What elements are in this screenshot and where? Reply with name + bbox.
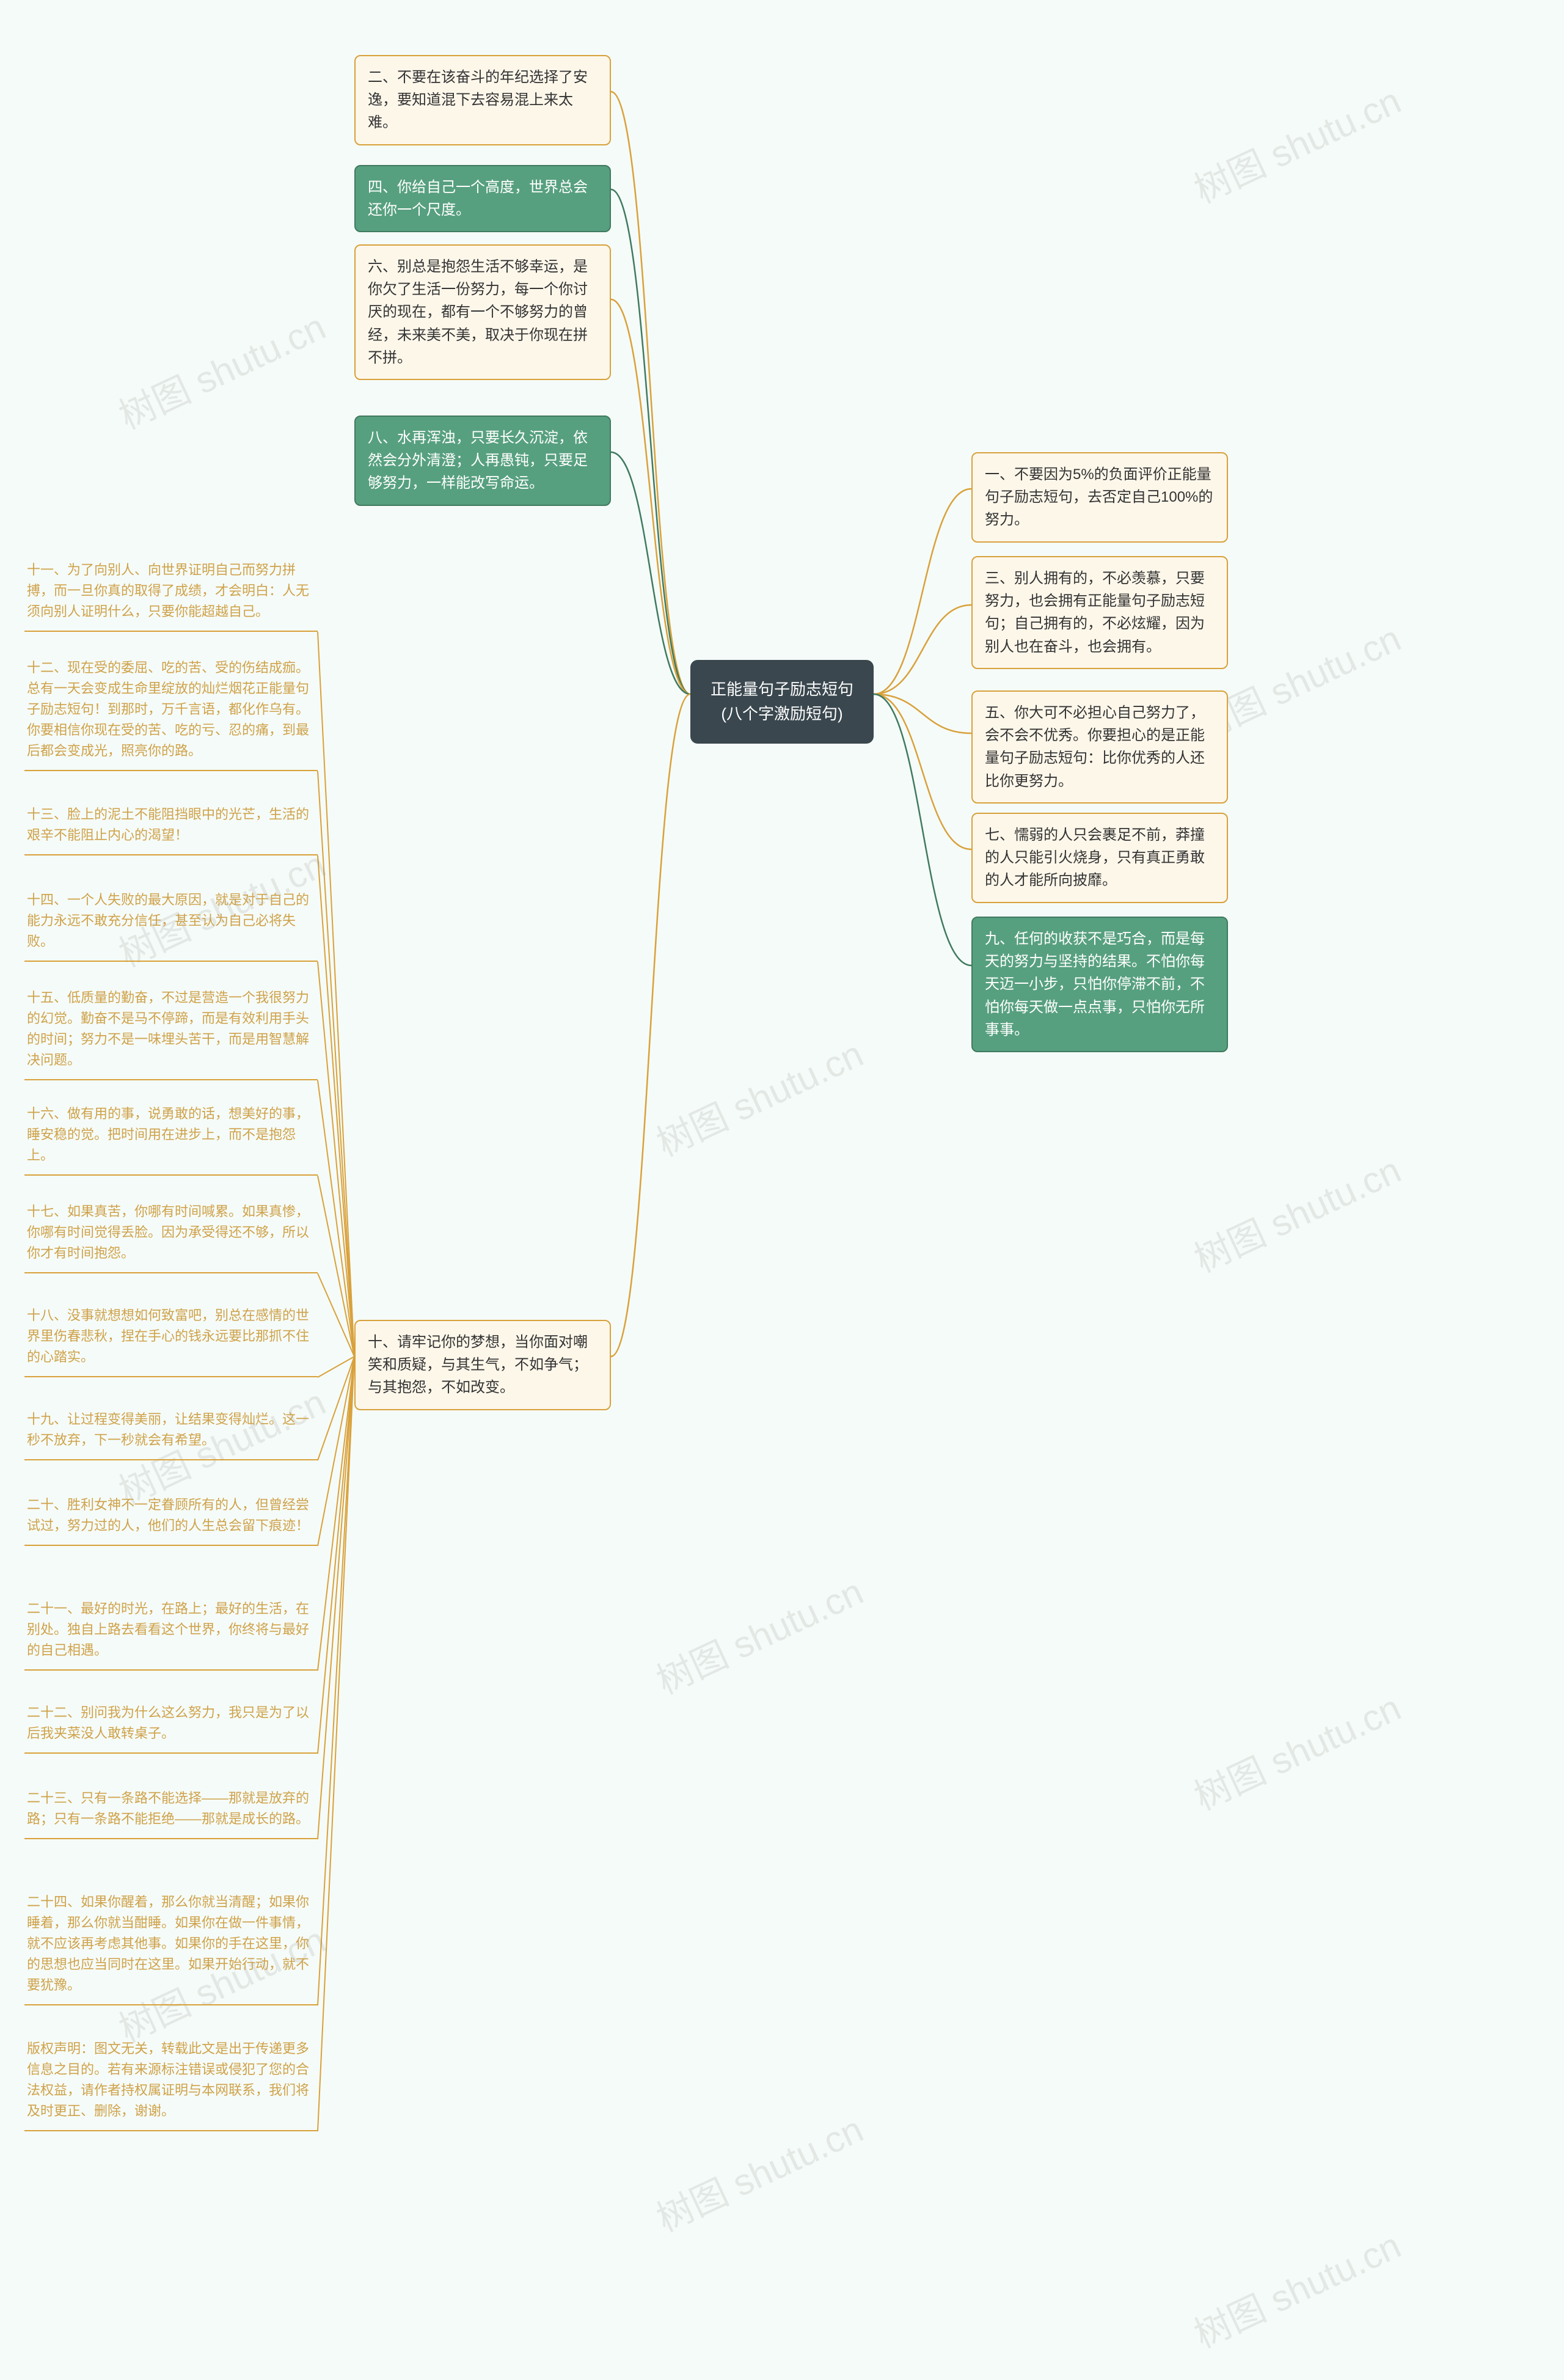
left-node-n4: 四、你给自己一个高度，世界总会还你一个尺度。 <box>354 165 611 232</box>
leaf-l24: 二十四、如果你醒着，那么你就当清醒；如果你睡着，那么你就当酣睡。如果你在做一件事… <box>24 1888 318 2005</box>
node-text: 二、不要在该奋斗的年纪选择了安逸，要知道混下去容易混上来太难。 <box>368 69 588 131</box>
connector-layer <box>0 0 1564 2380</box>
leaf-l23: 二十三、只有一条路不能选择——那就是放弃的路；只有一条路不能拒绝——那就是成长的… <box>24 1784 318 1839</box>
left-node-n10: 十、请牢记你的梦想，当你面对嘲笑和质疑，与其生气，不如争气；与其抱怨，不如改变。 <box>354 1320 611 1410</box>
left-node-n6: 六、别总是抱怨生活不够幸运，是你欠了生活一份努力，每一个你讨厌的现在，都有一个不… <box>354 244 611 380</box>
watermark: 树图 shutu.cn <box>1185 1679 1408 1820</box>
leaf-l16: 十六、做有用的事，说勇敢的话，想美好的事，睡安稳的觉。把时间用在进步上，而不是抱… <box>24 1100 318 1176</box>
node-text: 五、你大可不必担心自己努力了，会不会不优秀。你要担心的是正能量句子励志短句：比你… <box>985 705 1205 789</box>
watermark: 树图 shutu.cn <box>109 298 333 439</box>
leaf-l19: 十九、让过程变得美丽，让结果变得灿烂。这一秒不放弃，下一秒就会有希望。 <box>24 1405 318 1460</box>
leaf-l12: 十二、现在受的委屈、吃的苦、受的伤结成痂。总有一天会变成生命里绽放的灿烂烟花正能… <box>24 654 318 771</box>
leaf-l13: 十三、脸上的泥土不能阻挡眼中的光芒，生活的艰辛不能阻止内心的渴望！ <box>24 800 318 855</box>
node-text: 九、任何的收获不是巧合，而是每天的努力与坚持的结果。不怕你每天迈一小步，只怕你停… <box>985 931 1205 1038</box>
watermark: 树图 shutu.cn <box>1185 2216 1408 2358</box>
watermark: 树图 shutu.cn <box>647 1025 871 1166</box>
root-node: 正能量句子励志短句(八个字激励短句) <box>690 660 874 744</box>
leaf-l21: 二十一、最好的时光，在路上；最好的生活，在别处。独自上路去看看这个世界，你终将与… <box>24 1595 318 1671</box>
node-text: 三、别人拥有的，不必羡慕，只要努力，也会拥有正能量句子励志短句；自己拥有的，不必… <box>985 570 1205 655</box>
leaf-l25: 版权声明：图文无关，转载此文是出于传递更多信息之目的。若有来源标注错误或侵犯了您… <box>24 2035 318 2131</box>
node-text: 八、水再浑浊，只要长久沉淀，依然会分外清澄；人再愚钝，只要足够努力，一样能改写命… <box>368 430 588 491</box>
leaf-l20: 二十、胜利女神不一定眷顾所有的人，但曾经尝试过，努力过的人，他们的人生总会留下痕… <box>24 1491 318 1546</box>
root-text: 正能量句子励志短句(八个字激励短句) <box>711 680 853 723</box>
leaf-l18: 十八、没事就想想如何致富吧，别总在感情的世界里伤春悲秋，捏在手心的钱永远要比那抓… <box>24 1302 318 1377</box>
leaf-l14: 十四、一个人失败的最大原因，就是对于自己的能力永远不敢充分信任，甚至认为自己必将… <box>24 886 318 962</box>
node-text: 七、懦弱的人只会裹足不前，莽撞的人只能引火烧身，只有真正勇敢的人才能所向披靡。 <box>985 827 1205 888</box>
watermark: 树图 shutu.cn <box>1185 71 1408 213</box>
right-node-n1: 一、不要因为5%的负面评价正能量句子励志短句，去否定自己100%的努力。 <box>971 452 1228 543</box>
node-text: 十、请牢记你的梦想，当你面对嘲笑和质疑，与其生气，不如争气；与其抱怨，不如改变。 <box>368 1334 588 1396</box>
left-node-n8: 八、水再浑浊，只要长久沉淀，依然会分外清澄；人再愚钝，只要足够努力，一样能改写命… <box>354 416 611 506</box>
right-node-n5: 五、你大可不必担心自己努力了，会不会不优秀。你要担心的是正能量句子励志短句：比你… <box>971 690 1228 804</box>
watermark: 树图 shutu.cn <box>1185 1141 1408 1283</box>
leaf-l11: 十一、为了向别人、向世界证明自己而努力拼搏，而一旦你真的取得了成绩，才会明白：人… <box>24 556 318 632</box>
leaf-l17: 十七、如果真苦，你哪有时间喊累。如果真惨，你哪有时间觉得丢脸。因为承受得还不够，… <box>24 1198 318 1273</box>
watermark: 树图 shutu.cn <box>647 1562 871 1704</box>
leaf-l15: 十五、低质量的勤奋，不过是营造一个我很努力的幻觉。勤奋不是马不停蹄，而是有效利用… <box>24 984 318 1080</box>
node-text: 一、不要因为5%的负面评价正能量句子励志短句，去否定自己100%的努力。 <box>985 466 1213 528</box>
leaf-l22: 二十二、别问我为什么这么努力，我只是为了以后我夹菜没人敢转桌子。 <box>24 1699 318 1754</box>
right-node-n7: 七、懦弱的人只会裹足不前，莽撞的人只能引火烧身，只有真正勇敢的人才能所向披靡。 <box>971 813 1228 903</box>
right-node-n3: 三、别人拥有的，不必羡慕，只要努力，也会拥有正能量句子励志短句；自己拥有的，不必… <box>971 556 1228 669</box>
node-text: 四、你给自己一个高度，世界总会还你一个尺度。 <box>368 179 588 218</box>
node-text: 六、别总是抱怨生活不够幸运，是你欠了生活一份努力，每一个你讨厌的现在，都有一个不… <box>368 258 588 366</box>
right-node-n9: 九、任何的收获不是巧合，而是每天的努力与坚持的结果。不怕你每天迈一小步，只怕你停… <box>971 917 1228 1052</box>
left-node-n2: 二、不要在该奋斗的年纪选择了安逸，要知道混下去容易混上来太难。 <box>354 55 611 145</box>
watermark: 树图 shutu.cn <box>647 2100 871 2242</box>
